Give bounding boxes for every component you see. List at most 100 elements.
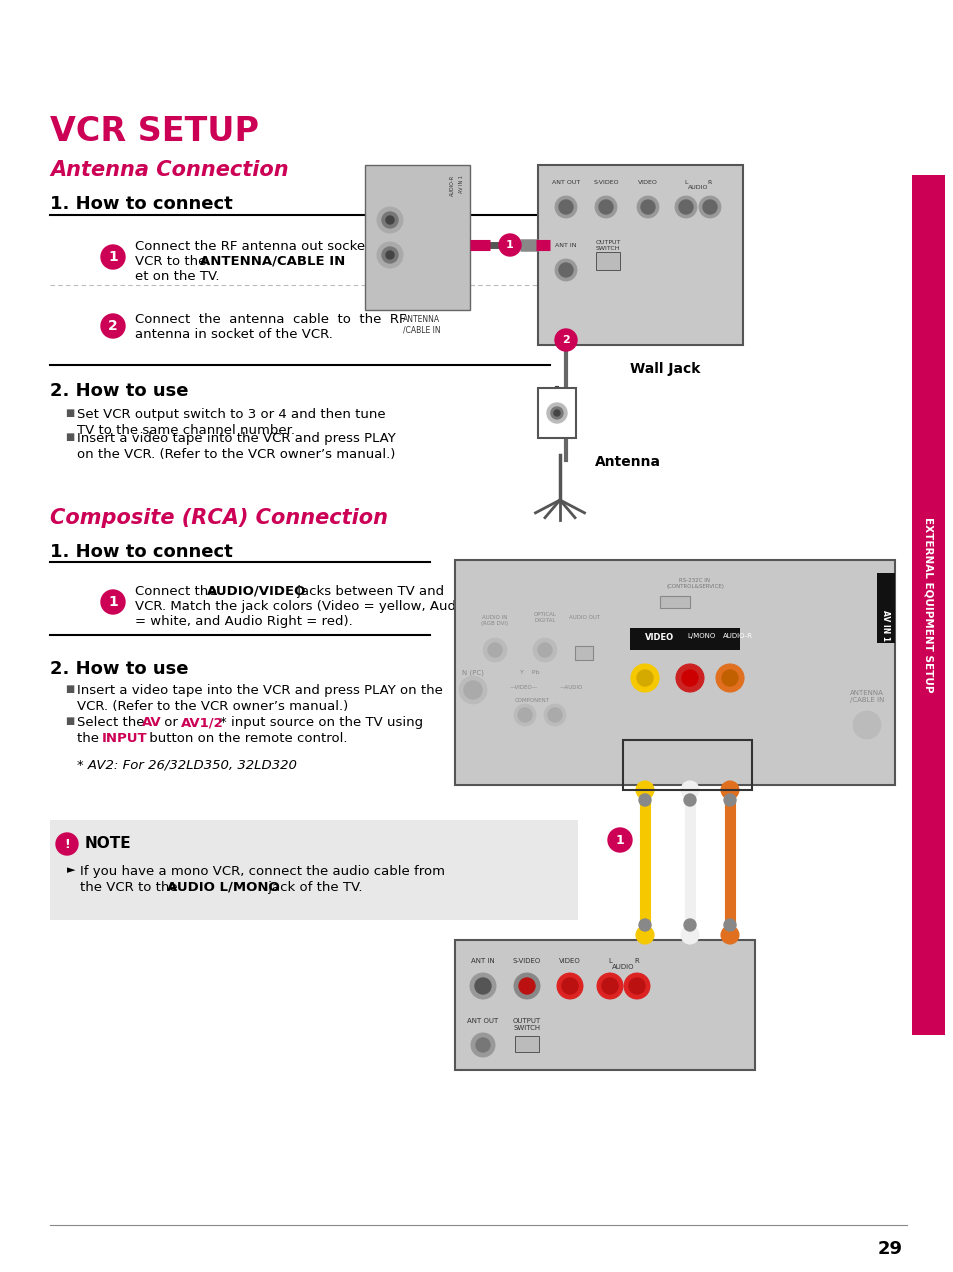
Text: N (PC): N (PC)	[461, 670, 483, 677]
Circle shape	[639, 794, 650, 806]
Circle shape	[555, 259, 577, 281]
Circle shape	[56, 833, 78, 855]
Text: —VIDEO—: —VIDEO—	[510, 686, 537, 689]
Text: If you have a mono VCR, connect the audio cable from: If you have a mono VCR, connect the audi…	[80, 865, 444, 878]
Circle shape	[101, 245, 125, 268]
Circle shape	[557, 973, 582, 999]
Text: 1: 1	[108, 595, 118, 609]
Circle shape	[376, 242, 402, 268]
Bar	[575, 646, 593, 660]
Text: ■: ■	[65, 408, 74, 418]
Text: 1: 1	[506, 240, 514, 251]
Text: the: the	[77, 731, 103, 745]
Text: ANTENNA
/CABLE IN: ANTENNA /CABLE IN	[403, 315, 440, 335]
Text: OUTPUT
SWITCH: OUTPUT SWITCH	[595, 240, 620, 251]
Circle shape	[852, 711, 880, 739]
Bar	[365, 165, 470, 310]
Text: R: R	[634, 958, 639, 964]
Text: * AV2: For 26/32LD350, 32LD320: * AV2: For 26/32LD350, 32LD320	[77, 758, 296, 771]
Circle shape	[463, 681, 481, 700]
Text: 1. How to connect: 1. How to connect	[50, 195, 233, 212]
Circle shape	[607, 828, 631, 852]
Text: RS-232C IN
(CONTROL&SERVICE): RS-232C IN (CONTROL&SERVICE)	[665, 577, 723, 589]
Circle shape	[101, 314, 125, 338]
Text: VCR. (Refer to the VCR owner’s manual.): VCR. (Refer to the VCR owner’s manual.)	[77, 700, 348, 714]
Circle shape	[630, 664, 659, 692]
Text: VCR to the: VCR to the	[135, 254, 211, 268]
Circle shape	[623, 973, 649, 999]
Text: —AUDIO: —AUDIO	[559, 686, 583, 689]
Circle shape	[702, 200, 717, 214]
Text: AUDIO IN
(RGB DVI): AUDIO IN (RGB DVI)	[481, 614, 508, 626]
Text: S-VIDEO: S-VIDEO	[593, 181, 618, 184]
Text: Set VCR output switch to 3 or 4 and then tune: Set VCR output switch to 3 or 4 and then…	[77, 408, 385, 421]
Text: Antenna Connection: Antenna Connection	[50, 160, 289, 181]
Text: S-VIDEO: S-VIDEO	[513, 958, 540, 964]
Circle shape	[720, 926, 739, 944]
Bar	[515, 1035, 538, 1052]
Text: on the VCR. (Refer to the VCR owner’s manual.): on the VCR. (Refer to the VCR owner’s ma…	[77, 448, 395, 460]
Circle shape	[720, 781, 739, 799]
Text: antenna in socket of the VCR.: antenna in socket of the VCR.	[135, 328, 333, 341]
Circle shape	[543, 703, 565, 726]
Circle shape	[475, 978, 491, 993]
Text: or: or	[160, 716, 182, 729]
Circle shape	[683, 918, 696, 931]
Text: EXTERNAL EQUIPMENT SETUP: EXTERNAL EQUIPMENT SETUP	[923, 518, 933, 693]
Circle shape	[680, 926, 699, 944]
Circle shape	[498, 234, 520, 256]
Text: 1: 1	[615, 833, 623, 846]
Text: AUDIO-R: AUDIO-R	[722, 633, 752, 639]
Text: AV: AV	[142, 716, 161, 729]
Circle shape	[517, 709, 532, 722]
Circle shape	[636, 781, 654, 799]
Bar	[537, 388, 576, 438]
Bar	[537, 165, 742, 345]
Text: AUDIO-R: AUDIO-R	[449, 176, 454, 196]
Circle shape	[558, 263, 573, 277]
Text: ANT IN: ANT IN	[555, 243, 577, 248]
Circle shape	[533, 639, 557, 661]
Circle shape	[637, 670, 652, 686]
Circle shape	[488, 644, 501, 658]
Circle shape	[680, 781, 699, 799]
Circle shape	[683, 794, 696, 806]
Circle shape	[636, 926, 654, 944]
Text: AV IN 1: AV IN 1	[881, 611, 889, 641]
Text: Connect the: Connect the	[135, 585, 220, 598]
Text: Composite (RCA) Connection: Composite (RCA) Connection	[50, 508, 388, 528]
Text: ►: ►	[67, 865, 75, 875]
Bar	[911, 176, 944, 1035]
Circle shape	[679, 200, 692, 214]
Text: Connect  the  antenna  cable  to  the  RF: Connect the antenna cable to the RF	[135, 313, 406, 326]
Text: Y    Pb: Y Pb	[519, 670, 539, 675]
Circle shape	[699, 196, 720, 218]
Text: Antenna: Antenna	[595, 455, 660, 469]
Text: AV1/2: AV1/2	[181, 716, 224, 729]
Text: 2: 2	[108, 319, 118, 333]
Text: Select the: Select the	[77, 716, 149, 729]
Text: VCR SETUP: VCR SETUP	[50, 114, 258, 148]
Text: Wall Jack: Wall Jack	[629, 363, 700, 377]
Circle shape	[518, 978, 535, 993]
Text: !: !	[64, 837, 70, 851]
Circle shape	[482, 639, 506, 661]
Circle shape	[554, 410, 559, 416]
Text: NOTE: NOTE	[85, 836, 132, 851]
Circle shape	[561, 978, 578, 993]
Text: ANT OUT: ANT OUT	[551, 181, 579, 184]
Text: 2. How to use: 2. How to use	[50, 382, 189, 399]
Circle shape	[640, 200, 655, 214]
Bar	[629, 628, 740, 650]
Circle shape	[597, 973, 622, 999]
Circle shape	[676, 664, 703, 692]
Text: 1: 1	[108, 251, 118, 265]
Text: = white, and Audio Right = red).: = white, and Audio Right = red).	[135, 614, 353, 628]
Circle shape	[547, 709, 561, 722]
Circle shape	[555, 329, 577, 351]
Text: jack of the TV.: jack of the TV.	[264, 881, 362, 894]
Circle shape	[637, 196, 659, 218]
Circle shape	[675, 196, 697, 218]
Text: the VCR to the: the VCR to the	[80, 881, 182, 894]
Bar	[622, 740, 751, 790]
